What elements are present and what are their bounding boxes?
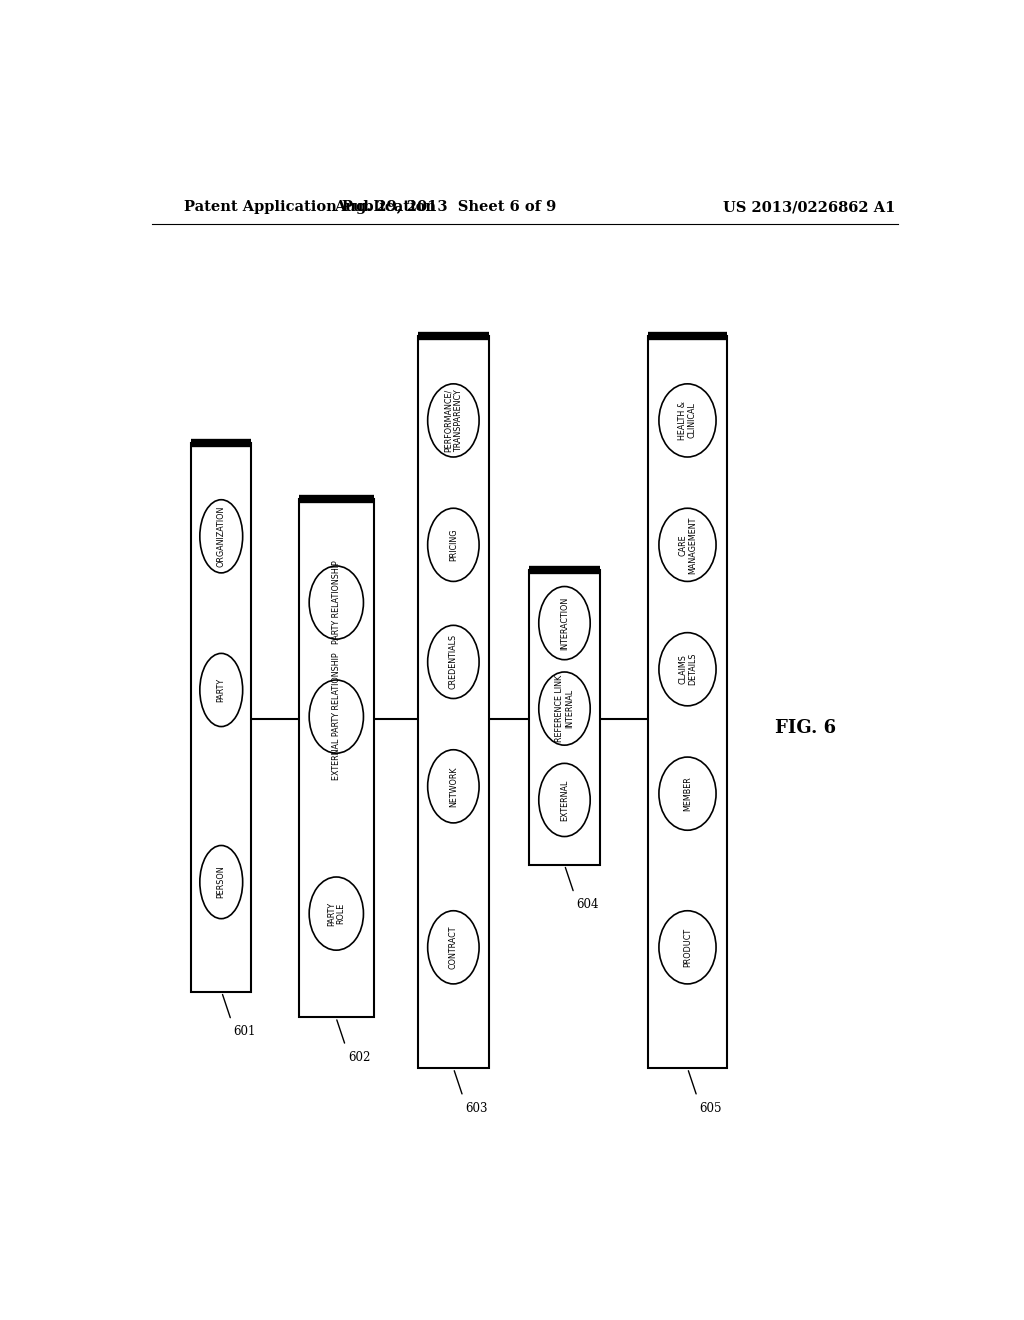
Text: MEMBER: MEMBER bbox=[683, 776, 692, 810]
Ellipse shape bbox=[428, 626, 479, 698]
Text: 601: 601 bbox=[233, 1026, 256, 1039]
Ellipse shape bbox=[200, 846, 243, 919]
Text: PRICING: PRICING bbox=[449, 528, 458, 561]
Text: CONTRACT: CONTRACT bbox=[449, 925, 458, 969]
Ellipse shape bbox=[658, 632, 716, 706]
Ellipse shape bbox=[658, 758, 716, 830]
Ellipse shape bbox=[309, 876, 364, 950]
FancyBboxPatch shape bbox=[648, 337, 727, 1068]
Ellipse shape bbox=[658, 911, 716, 983]
Ellipse shape bbox=[428, 750, 479, 822]
Text: PARTY RELATIONSHIP: PARTY RELATIONSHIP bbox=[332, 561, 341, 644]
Text: Patent Application Publication: Patent Application Publication bbox=[183, 201, 435, 214]
Text: PRODUCT: PRODUCT bbox=[683, 928, 692, 966]
Ellipse shape bbox=[428, 508, 479, 581]
Text: INTERACTION: INTERACTION bbox=[560, 597, 569, 649]
Text: CARE
MANAGEMENT: CARE MANAGEMENT bbox=[678, 516, 697, 573]
FancyBboxPatch shape bbox=[299, 499, 374, 1018]
Text: PERSON: PERSON bbox=[217, 866, 225, 899]
Ellipse shape bbox=[539, 672, 590, 746]
Text: PARTY: PARTY bbox=[217, 678, 225, 702]
Text: CREDENTIALS: CREDENTIALS bbox=[449, 635, 458, 689]
Text: FIG. 6: FIG. 6 bbox=[775, 718, 836, 737]
Text: PARTY
ROLE: PARTY ROLE bbox=[327, 902, 346, 925]
Text: HEALTH &
CLINICAL: HEALTH & CLINICAL bbox=[678, 401, 697, 440]
Text: US 2013/0226862 A1: US 2013/0226862 A1 bbox=[723, 201, 896, 214]
FancyBboxPatch shape bbox=[418, 337, 489, 1068]
FancyBboxPatch shape bbox=[528, 570, 600, 865]
Ellipse shape bbox=[200, 500, 243, 573]
Ellipse shape bbox=[428, 911, 479, 983]
Ellipse shape bbox=[658, 384, 716, 457]
Text: 602: 602 bbox=[348, 1051, 371, 1064]
Text: 605: 605 bbox=[699, 1102, 722, 1114]
Text: PERFORMANCE/
TRANSPARENCY: PERFORMANCE/ TRANSPARENCY bbox=[444, 389, 463, 451]
Text: CLAIMS
DETAILS: CLAIMS DETAILS bbox=[678, 653, 697, 685]
Ellipse shape bbox=[428, 384, 479, 457]
Text: 603: 603 bbox=[465, 1102, 487, 1114]
Ellipse shape bbox=[309, 566, 364, 639]
Text: EXTERNAL PARTY RELATIONSHIP: EXTERNAL PARTY RELATIONSHIP bbox=[332, 653, 341, 780]
Text: EXTERNAL: EXTERNAL bbox=[560, 779, 569, 821]
FancyBboxPatch shape bbox=[191, 444, 251, 991]
Ellipse shape bbox=[200, 653, 243, 726]
Ellipse shape bbox=[658, 508, 716, 581]
Text: ORGANIZATION: ORGANIZATION bbox=[217, 506, 225, 568]
Ellipse shape bbox=[539, 763, 590, 837]
Text: Aug. 29, 2013  Sheet 6 of 9: Aug. 29, 2013 Sheet 6 of 9 bbox=[334, 201, 557, 214]
Ellipse shape bbox=[539, 586, 590, 660]
Ellipse shape bbox=[309, 680, 364, 754]
Text: REFERENCE LINK
INTERNAL: REFERENCE LINK INTERNAL bbox=[555, 675, 573, 742]
Text: 604: 604 bbox=[577, 899, 599, 911]
Text: NETWORK: NETWORK bbox=[449, 766, 458, 807]
